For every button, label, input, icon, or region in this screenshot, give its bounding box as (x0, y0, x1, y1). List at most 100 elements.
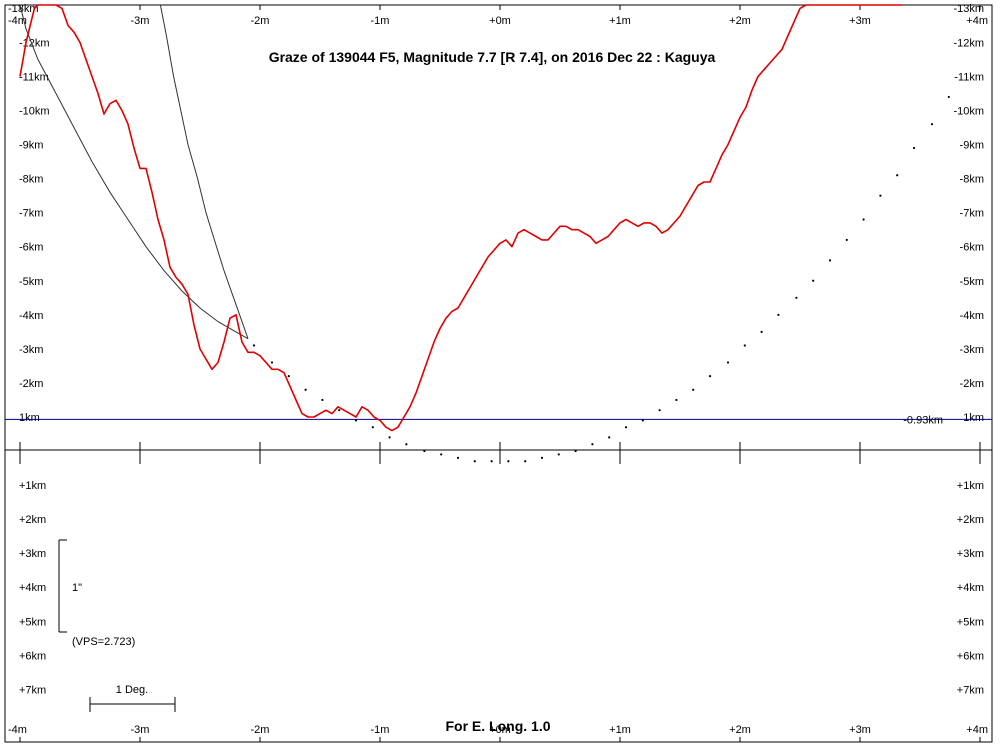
y-axis-upper-left-labels: -13km -12km -11km -10km -9km -8km -7km -6km -5km… (8, 3, 50, 424)
curve-dot (440, 453, 443, 456)
y-tick-label-upper-left: -6km (19, 242, 43, 254)
y-axis-lower-right-labels: +1km +2km +3km +4km +5km +6km +7km (957, 480, 984, 696)
x-tick-label-bottom: +1m (609, 724, 631, 736)
curve-dot (321, 398, 324, 402)
x-axis-ticks (19, 5, 981, 742)
x-tick-label-bottom: -4m (8, 724, 27, 736)
y-tick-label-upper-right: -12km (953, 37, 984, 49)
x-tick-label-top: +1m (609, 15, 631, 27)
y-tick-label-upper-left: -8km (19, 174, 43, 186)
x-tick-label-bottom: +4m (966, 724, 988, 736)
x-tick-label-top: +4m (966, 15, 988, 27)
y-tick-label-upper-left: -10km (19, 106, 50, 118)
y-tick-label-lower-left: +5km (19, 616, 46, 628)
curve-dot (641, 419, 644, 422)
curve-dot (524, 460, 527, 463)
curve-dot (675, 398, 678, 402)
curve-dot (760, 330, 763, 333)
curve-dot (743, 344, 746, 347)
curve-dot (947, 95, 950, 99)
x-tick-label-bottom: -2m (251, 724, 270, 736)
curve-dot (252, 344, 256, 347)
curve-dot (708, 375, 712, 378)
curve-dot (608, 436, 611, 439)
y-tick-label-lower-left: +2km (19, 514, 46, 526)
curve-dot (828, 259, 832, 262)
curve-dot (540, 456, 544, 459)
x-tick-label-top: -2m (251, 15, 270, 27)
curve-dot (930, 123, 934, 126)
x-tick-label-top: +0m (489, 15, 511, 27)
y-tick-label-upper-right: -10km (953, 106, 984, 118)
y-tick-label-upper-left: -2km (19, 378, 43, 390)
curve-dot (557, 453, 560, 456)
dotted-limb-curve (252, 95, 950, 463)
curve-dot (658, 409, 661, 412)
y-tick-label-upper-left: -11km (19, 72, 49, 84)
curve-dot (456, 456, 460, 459)
curve-dot (795, 296, 798, 299)
curve-dot (692, 388, 695, 391)
curve-dot (726, 361, 730, 364)
y-tick-label-lower-left: +3km (19, 548, 46, 560)
x-tick-label-bottom: +0m (489, 724, 511, 736)
black-curve-2 (159, 4, 249, 339)
y-tick-label-upper-left: -3km (19, 344, 43, 356)
longitude-footer: For E. Long. 1.0 (445, 718, 550, 734)
y-tick-label-upper-right: -9km (960, 140, 984, 152)
y-tick-label-upper-right: -7km (960, 208, 984, 220)
y-tick-label-upper-left: -5km (19, 276, 43, 288)
y-tick-label-lower-right: +3km (957, 548, 984, 560)
x-axis-top-labels: -4m -3m -2m -1m +0m +1m +2m +3m +4m (8, 15, 988, 27)
y-tick-label-upper-right: -2km (960, 378, 984, 390)
reference-line-label: -0.93km (903, 414, 943, 426)
y-tick-label-upper-left: -12km (19, 37, 50, 49)
y-tick-label-upper-right: -3km (960, 344, 984, 356)
y-tick-label-upper-right: 1km (963, 412, 984, 424)
curve-dot (591, 443, 594, 446)
y-tick-label-upper-left: 1km (19, 412, 40, 424)
curve-dot (862, 218, 865, 221)
black-curve-1 (19, 4, 249, 340)
y-tick-label-upper-left: -9km (19, 140, 43, 152)
curve-dot (338, 409, 341, 412)
deg-scale-label: 1 Deg. (116, 684, 148, 696)
x-axis-bottom-labels: -4m -3m -2m -1m +0m +1m +2m +3m +4m (8, 724, 988, 736)
y-axis-lower-left-labels: +1km +2km +3km +4km +5km +6km +7km (19, 480, 46, 696)
curve-dot (388, 436, 391, 439)
curve-dot (879, 194, 882, 197)
y-tick-label-upper-right: -11km (954, 72, 984, 84)
curve-dot (896, 174, 899, 177)
curve-dot (624, 426, 628, 429)
y-tick-label-lower-right: +2km (957, 514, 984, 526)
y-tick-label-lower-left: +6km (19, 650, 46, 662)
curve-dot (912, 146, 916, 150)
curve-dot (270, 361, 274, 364)
y-tick-label-upper-right: -8km (960, 174, 984, 186)
scale-bar-label: 1" (72, 582, 82, 594)
curve-dot (777, 313, 780, 316)
curve-dot (354, 419, 358, 422)
plot-frame (4, 4, 993, 743)
y-tick-label-lower-left: +1km (19, 480, 46, 492)
curve-dot (574, 449, 577, 453)
curve-dot (507, 460, 510, 463)
curve-dot (304, 388, 307, 391)
curve-dot (490, 460, 493, 463)
curve-dot (812, 279, 815, 282)
chart-title: Graze of 139044 F5, Magnitude 7.7 [R 7.4… (269, 49, 716, 65)
y-tick-label-lower-right: +5km (957, 616, 984, 628)
y-tick-label-lower-left: +7km (19, 684, 46, 696)
x-tick-label-top: -3m (131, 15, 150, 27)
curve-dot (845, 238, 848, 242)
x-tick-label-top: +3m (849, 15, 871, 27)
y-tick-label-lower-right: +1km (957, 480, 984, 492)
x-tick-label-bottom: +3m (849, 724, 871, 736)
limb-profile-line (19, 4, 902, 432)
x-tick-label-bottom: -1m (371, 724, 390, 736)
x-tick-label-top: +2m (729, 15, 751, 27)
y-tick-label-upper-left: -7km (19, 208, 43, 220)
y-tick-label-upper-right: -4km (960, 310, 984, 322)
